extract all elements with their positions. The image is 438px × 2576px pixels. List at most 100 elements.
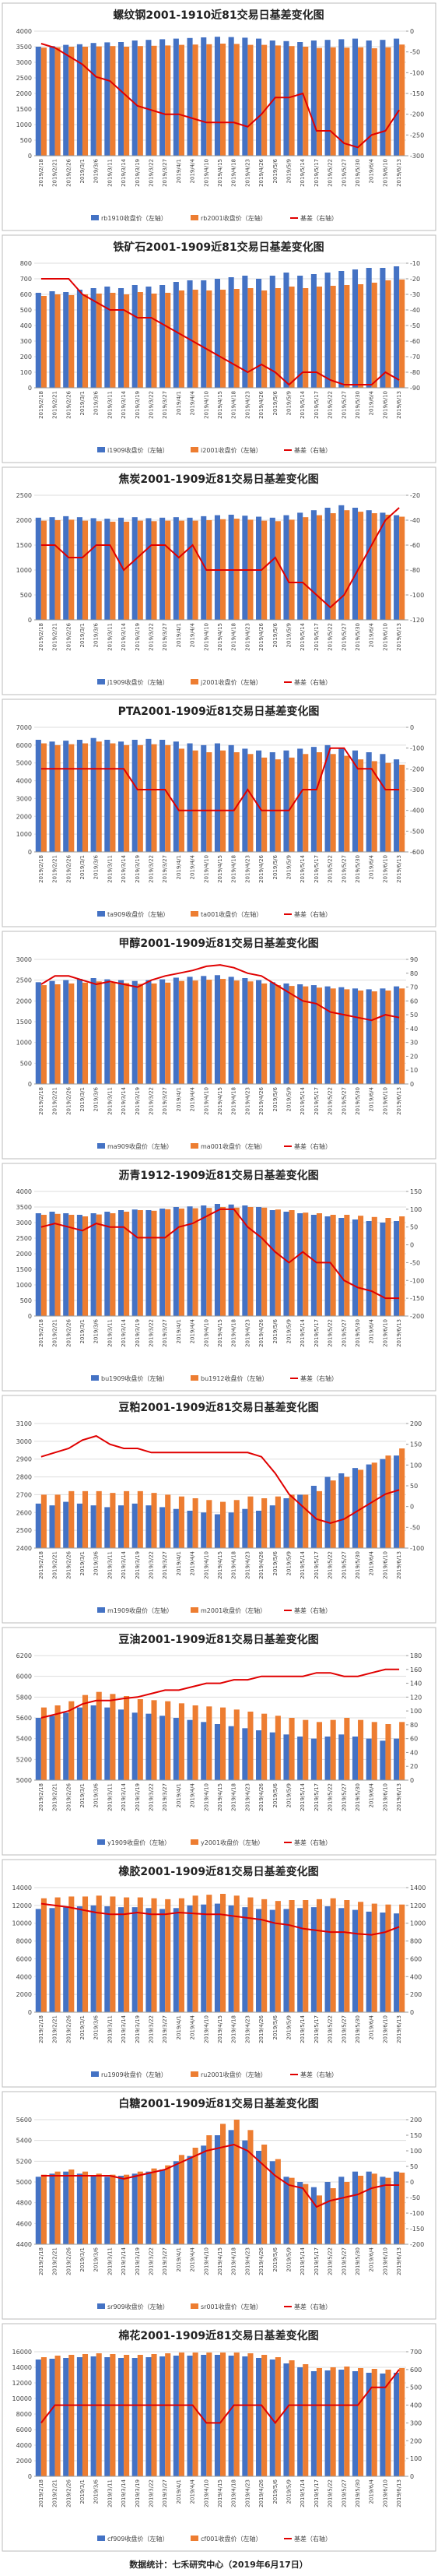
bar xyxy=(40,2174,47,2244)
bar xyxy=(165,293,171,388)
bar xyxy=(352,2371,359,2476)
y-tick-label: 12000 xyxy=(12,1902,32,1909)
x-tick-label: 2019/5/30 xyxy=(355,2247,361,2275)
y-tick-label: 300 xyxy=(20,338,32,345)
bar xyxy=(220,44,226,156)
bar xyxy=(275,1209,281,1316)
y2-tick-label: 0 xyxy=(410,28,414,35)
x-tick-label: 2019/4/23 xyxy=(244,391,251,419)
y-tick-label: 0 xyxy=(28,849,32,856)
bar xyxy=(324,986,331,1084)
bar xyxy=(261,290,268,388)
bar xyxy=(297,1494,303,1548)
bar xyxy=(269,40,275,156)
y-tick-label: 0 xyxy=(28,153,32,160)
bar xyxy=(178,1703,184,1780)
bar xyxy=(261,44,268,156)
x-tick-label: 2019/2/18 xyxy=(38,855,44,883)
bar xyxy=(165,2165,171,2244)
bar xyxy=(192,750,198,852)
bar xyxy=(394,986,400,1084)
bar xyxy=(165,1494,171,1548)
bar xyxy=(283,273,289,388)
bar xyxy=(371,513,377,620)
y-tick-label: 2500 xyxy=(16,492,32,499)
x-tick-label: 2019/4/1 xyxy=(176,391,182,415)
legend-swatch xyxy=(191,1839,198,1845)
basis-line xyxy=(40,1434,400,1525)
bar xyxy=(165,1209,171,1316)
bar xyxy=(344,755,350,852)
bar xyxy=(151,2168,157,2244)
y-tick-label: 5800 xyxy=(16,1694,32,1701)
x-tick-label: 2019/3/6 xyxy=(93,1782,100,1807)
bar xyxy=(256,980,262,1084)
bar xyxy=(151,983,157,1084)
bar xyxy=(297,1908,303,2012)
x-tick-label: 2019/2/21 xyxy=(52,2015,58,2043)
x-tick-label: 2019/3/22 xyxy=(148,855,154,883)
bar xyxy=(366,1738,372,1780)
bar xyxy=(261,2145,268,2244)
y-tick-label: 3500 xyxy=(16,1204,32,1211)
bar xyxy=(214,279,220,388)
x-tick-label: 2019/3/22 xyxy=(148,159,154,187)
bar xyxy=(40,985,47,1084)
y-tick-label: 6000 xyxy=(16,1673,32,1680)
bar xyxy=(110,293,116,388)
bar xyxy=(54,744,61,852)
bar xyxy=(330,754,336,852)
bar xyxy=(297,2182,303,2244)
x-tick-label: 2019/3/19 xyxy=(135,855,141,883)
bar xyxy=(76,2173,82,2244)
bar xyxy=(283,2177,289,2244)
y2-tick-label: 30 xyxy=(410,1040,418,1047)
x-tick-label: 2019/3/22 xyxy=(148,1319,154,1347)
bar xyxy=(187,1206,193,1316)
bar xyxy=(233,752,240,852)
bar xyxy=(117,1907,124,2012)
y-tick-label: 5400 xyxy=(16,2138,32,2145)
bar xyxy=(104,1507,110,1548)
bar xyxy=(394,266,400,388)
bar xyxy=(40,1707,47,1780)
bar xyxy=(151,1210,157,1316)
bar xyxy=(366,510,372,620)
x-tick-label: 2019/5/6 xyxy=(272,622,279,647)
x-tick-label: 2019/5/27 xyxy=(341,623,347,651)
bar xyxy=(358,1902,364,2012)
bar xyxy=(131,40,138,156)
bar xyxy=(173,741,179,852)
bar xyxy=(220,2353,226,2476)
bar xyxy=(104,519,110,620)
bar xyxy=(145,2171,152,2244)
bar xyxy=(358,2368,364,2476)
y2-tick-label: 600 xyxy=(410,2367,422,2374)
x-tick-label: 2019/5/17 xyxy=(314,2015,320,2043)
bar xyxy=(269,1909,275,2012)
y2-tick-label: -120 xyxy=(410,617,424,624)
bar xyxy=(233,289,240,388)
y-tick-label: 10000 xyxy=(12,1920,32,1927)
bar xyxy=(233,1895,240,2012)
y2-tick-label: 100 xyxy=(410,1708,422,1715)
bar xyxy=(228,977,234,1084)
bar xyxy=(289,46,295,157)
y2-tick-label: -50 xyxy=(410,1259,420,1266)
bar xyxy=(173,1908,179,2012)
x-tick-label: 2019/3/6 xyxy=(93,2015,100,2039)
x-tick-label: 2019/2/26 xyxy=(65,1782,72,1811)
bar xyxy=(261,1713,268,1780)
x-tick-label: 2019/3/11 xyxy=(107,623,113,651)
bar xyxy=(90,43,96,157)
bar xyxy=(228,1726,234,1780)
bar xyxy=(338,2177,345,2244)
x-tick-label: 2019/4/18 xyxy=(231,2247,237,2275)
bar xyxy=(269,1505,275,1548)
y2-tick-label: 500 xyxy=(410,2384,422,2391)
y-tick-label: 4600 xyxy=(16,2220,32,2227)
x-tick-label: 2019/6/13 xyxy=(396,623,402,651)
x-tick-label: 2019/4/4 xyxy=(190,1086,196,1111)
bar xyxy=(82,1490,89,1548)
bar xyxy=(76,44,82,156)
